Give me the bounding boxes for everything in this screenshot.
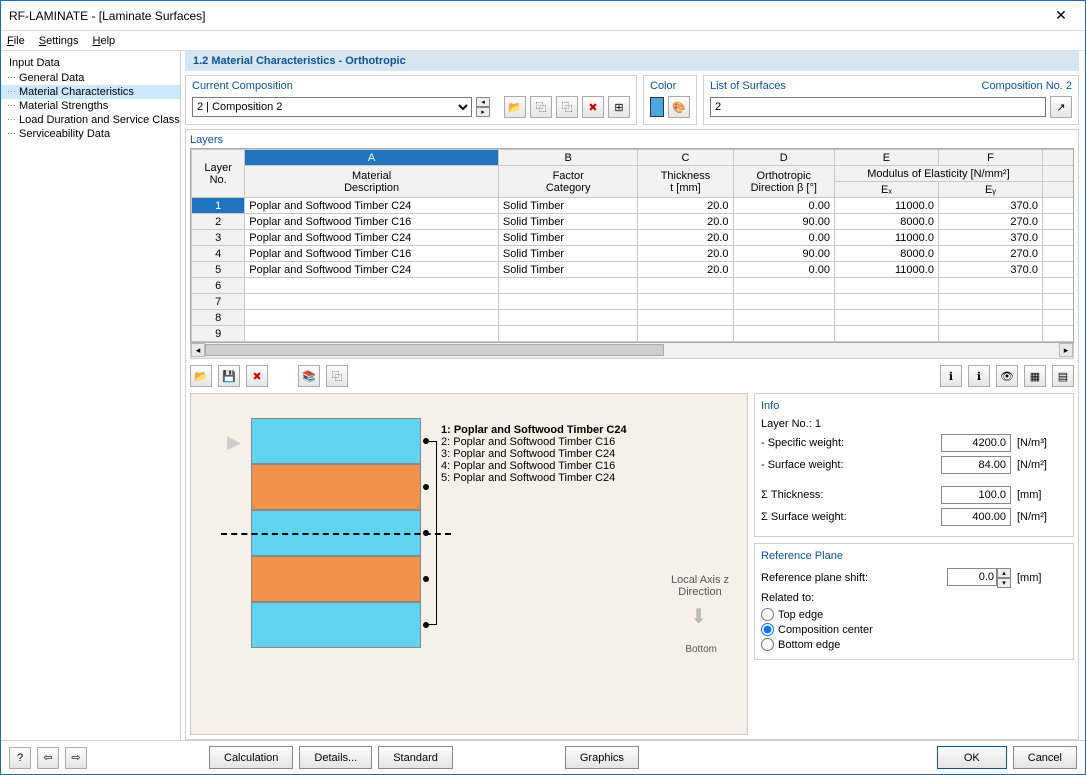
- menu-bar: File Settings Help: [1, 31, 1085, 51]
- menu-settings[interactable]: Settings: [39, 35, 79, 47]
- view-icon[interactable]: 👁: [996, 365, 1018, 387]
- window-title: RF-LAMINATE - [Laminate Surfaces]: [9, 9, 1045, 23]
- table-row[interactable]: 6: [192, 278, 1075, 294]
- library-icon[interactable]: 📚: [298, 365, 320, 387]
- surface-list-group: List of Surfaces Composition No. 2 ↗: [703, 75, 1079, 125]
- table-row[interactable]: 9: [192, 326, 1075, 342]
- table-row[interactable]: 5Poplar and Softwood Timber C24Solid Tim…: [192, 262, 1075, 278]
- menu-help[interactable]: Help: [93, 35, 116, 47]
- ref-center-radio[interactable]: [761, 623, 774, 636]
- info1-icon[interactable]: ℹ: [940, 365, 962, 387]
- pick-surface-icon[interactable]: ↗: [1050, 96, 1072, 118]
- ref-bottom-radio[interactable]: [761, 638, 774, 651]
- help-icon[interactable]: ?: [9, 747, 31, 769]
- title-bar: RF-LAMINATE - [Laminate Surfaces] ✕: [1, 1, 1085, 31]
- table-hscroll[interactable]: ◂▸: [190, 343, 1074, 359]
- new-icon[interactable]: 📂: [504, 96, 526, 118]
- ref-shift-input[interactable]: ▴▾: [947, 568, 1011, 588]
- menu-file[interactable]: File: [7, 35, 25, 47]
- palette-icon[interactable]: 🎨: [668, 96, 690, 118]
- tree-item[interactable]: Load Duration and Service Class: [1, 113, 180, 127]
- table-row[interactable]: 8: [192, 310, 1075, 326]
- table-row[interactable]: 4Poplar and Softwood Timber C16Solid Tim…: [192, 246, 1075, 262]
- layers-label: Layers: [190, 134, 1074, 146]
- table-row[interactable]: 7: [192, 294, 1075, 310]
- reference-plane-panel: Reference Plane Reference plane shift: ▴…: [754, 543, 1074, 660]
- surface-list-input[interactable]: [710, 97, 1046, 117]
- axis-label-2: Direction: [678, 586, 721, 598]
- table2-icon[interactable]: ▤: [1052, 365, 1074, 387]
- panel-title: 1.2 Material Characteristics - Orthotrop…: [185, 51, 1079, 71]
- cancel-button[interactable]: Cancel: [1013, 746, 1077, 769]
- import-next-icon[interactable]: ⇨: [65, 747, 87, 769]
- axis-label-1: Local Axis z: [671, 574, 729, 586]
- import-prev-icon[interactable]: ⇦: [37, 747, 59, 769]
- ref-top-radio[interactable]: [761, 608, 774, 621]
- current-composition-group: Current Composition 1 | Composition 12 |…: [185, 75, 637, 125]
- info-panel: Info Layer No.: 1 - Specific weight:4200…: [754, 393, 1074, 537]
- tree-item[interactable]: Material Strengths: [1, 99, 180, 113]
- surface-weight-value: 84.00: [941, 456, 1011, 474]
- tree-item[interactable]: Serviceability Data: [1, 127, 180, 141]
- tree-item[interactable]: General Data: [1, 71, 180, 85]
- ok-button[interactable]: OK: [937, 746, 1007, 769]
- sum-surface-weight-value: 400.00: [941, 508, 1011, 526]
- color-label: Color: [650, 80, 690, 92]
- composition-spin[interactable]: ◂▸: [476, 97, 490, 117]
- duplicate-icon[interactable]: ⿻: [326, 365, 348, 387]
- refplane-title: Reference Plane: [761, 550, 1067, 562]
- save-layers-icon[interactable]: 💾: [218, 365, 240, 387]
- excel-icon[interactable]: ⊞: [608, 96, 630, 118]
- close-icon[interactable]: ✕: [1045, 4, 1077, 28]
- copy-icon[interactable]: ⿻: [556, 96, 578, 118]
- surface-list-label: List of Surfaces: [710, 80, 786, 92]
- composition-select[interactable]: 1 | Composition 12 | Composition 2: [192, 97, 472, 117]
- nav-tree: Input Data General DataMaterial Characte…: [1, 51, 181, 740]
- composition-no-label: Composition No. 2: [982, 80, 1073, 92]
- graphics-button[interactable]: Graphics: [565, 746, 639, 769]
- tree-root[interactable]: Input Data: [1, 55, 180, 71]
- info-title: Info: [761, 400, 1067, 412]
- layer-diagram: ▶ 1: Poplar and Softwood Timber C242: Po…: [190, 393, 748, 735]
- tree-item[interactable]: Material Characteristics: [1, 85, 180, 99]
- composition-label: Current Composition: [192, 80, 630, 92]
- play-marker-icon: ▶: [227, 432, 241, 453]
- color-swatch[interactable]: [650, 97, 664, 117]
- specific-weight-value: 4200.0: [941, 434, 1011, 452]
- details-button[interactable]: Details...: [299, 746, 372, 769]
- down-arrow-icon: ⬇: [690, 604, 707, 629]
- table1-icon[interactable]: ▦: [1024, 365, 1046, 387]
- layers-table[interactable]: LayerNo.ABCDEFGHMaterialDescriptionFacto…: [191, 149, 1074, 342]
- delete-icon[interactable]: ✖: [582, 96, 604, 118]
- table-row[interactable]: 3Poplar and Softwood Timber C24Solid Tim…: [192, 230, 1075, 246]
- standard-button[interactable]: Standard: [378, 746, 453, 769]
- delete-layer-icon[interactable]: ✖: [246, 365, 268, 387]
- layers-group: Layers LayerNo.ABCDEFGHMaterialDescripti…: [185, 129, 1079, 740]
- table-row[interactable]: 1Poplar and Softwood Timber C24Solid Tim…: [192, 198, 1075, 214]
- open-layers-icon[interactable]: 📂: [190, 365, 212, 387]
- info2-icon[interactable]: ℹ: [968, 365, 990, 387]
- table-row[interactable]: 2Poplar and Softwood Timber C16Solid Tim…: [192, 214, 1075, 230]
- sum-thickness-value: 100.0: [941, 486, 1011, 504]
- color-group: Color 🎨: [643, 75, 697, 125]
- calculation-button[interactable]: Calculation: [209, 746, 293, 769]
- bottom-label: Bottom: [685, 644, 717, 655]
- footer-bar: ? ⇦ ⇨ Calculation Details... Standard Gr…: [1, 740, 1085, 774]
- open-icon[interactable]: ⿻: [530, 96, 552, 118]
